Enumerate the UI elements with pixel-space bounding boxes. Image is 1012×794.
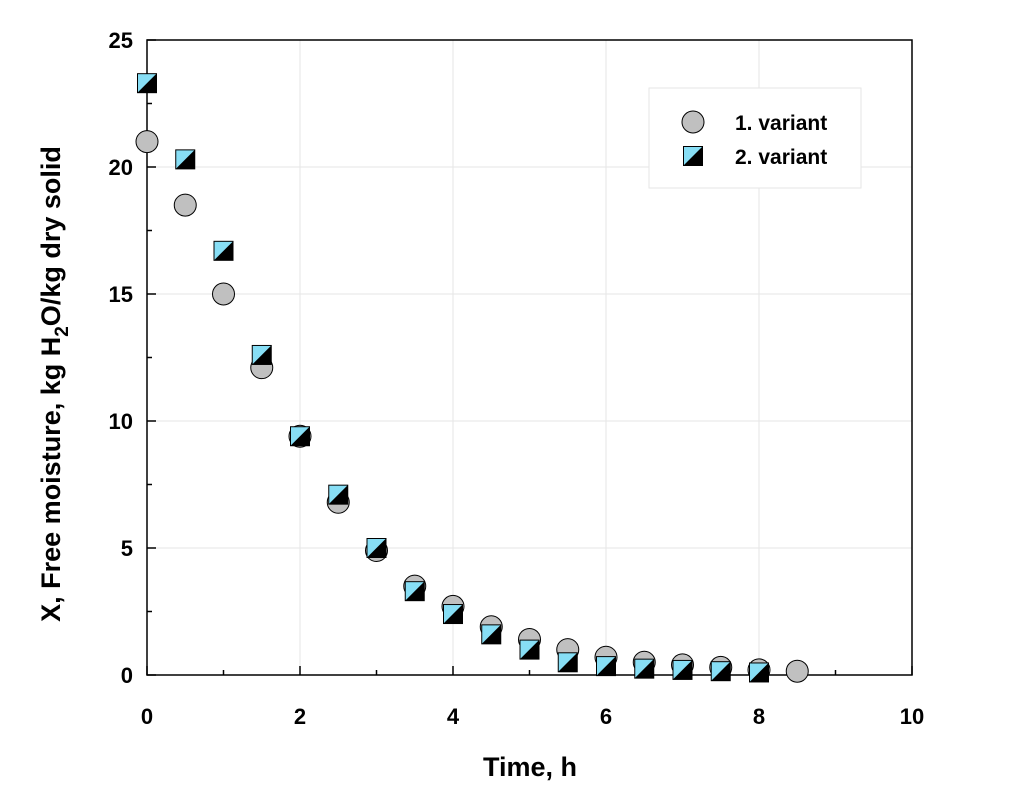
data-point-variant-2 (443, 604, 463, 625)
data-point-variant-2 (404, 581, 425, 602)
data-point-variant-2 (137, 73, 157, 94)
data-points (135, 73, 809, 683)
marker-square-dark-half (520, 640, 539, 660)
x-tick-label: 8 (753, 704, 765, 729)
marker-square-dark-half (558, 652, 578, 672)
marker-square-dark-half (290, 426, 310, 446)
y-axis-label: X, Free moisture, kg H2O/kg dry solid (36, 146, 73, 622)
y-tick-label: 25 (109, 28, 133, 53)
marker-square-dark-half (711, 661, 731, 681)
legend: 1. variant 2. variant (648, 87, 862, 189)
x-tick-label: 2 (294, 704, 306, 729)
y-tick-label: 0 (121, 663, 133, 688)
data-point-variant-2 (519, 639, 540, 660)
marker-square-dark-half (367, 538, 386, 558)
data-point-variant-2 (366, 538, 387, 558)
legend-marker-square (683, 146, 703, 166)
data-point-variant-2 (683, 146, 703, 166)
marker-square-dark-half (405, 581, 425, 601)
marker-square-dark-half (214, 241, 233, 261)
data-point-variant-2 (596, 656, 616, 677)
marker-square-dark-half (137, 73, 157, 93)
marker-square-dark-half (443, 604, 463, 624)
y-tick-label: 5 (121, 536, 133, 561)
axis-ticks: 0 2 4 6 8 10 0 5 10 15 20 25 (109, 28, 925, 729)
data-point-variant-1 (681, 110, 705, 134)
y-axis-label-subscript: 2 (52, 326, 73, 337)
legend-marker-circle (681, 110, 705, 134)
x-tick-label: 4 (447, 704, 460, 729)
data-point-variant-2 (672, 659, 693, 680)
y-tick-label: 10 (109, 409, 133, 434)
marker-square-dark-half (673, 660, 692, 680)
data-point-variant-2 (290, 426, 310, 447)
data-point-variant-2 (213, 240, 234, 261)
marker-square-dark-half (634, 659, 654, 679)
y-tick-label: 15 (109, 282, 133, 307)
x-tick-label: 0 (141, 704, 153, 729)
x-tick-label: 6 (600, 704, 612, 729)
data-point-variant-2 (710, 661, 731, 682)
marker-square-dark-half (683, 146, 703, 166)
legend-label-1: 1. variant (735, 112, 827, 135)
data-point-variant-1 (135, 130, 159, 154)
x-axis-label: Time, h (483, 752, 577, 782)
data-point-variant-1 (785, 659, 809, 683)
marker-square-dark-half (749, 662, 769, 682)
marker-square-dark-half (328, 485, 348, 505)
data-point-variant-2 (481, 624, 502, 645)
data-point-variant-1 (212, 282, 235, 306)
y-tick-label: 20 (109, 155, 133, 180)
data-point-variant-2 (328, 484, 349, 505)
data-point-variant-1 (173, 193, 197, 217)
data-point-variant-2 (634, 658, 655, 679)
x-tick-label: 10 (900, 704, 924, 729)
data-point-variant-2 (749, 662, 769, 683)
marker-square-dark-half (481, 624, 501, 644)
data-point-variant-2 (175, 149, 196, 170)
marker-square-dark-half (252, 345, 272, 365)
data-point-variant-2 (557, 652, 578, 673)
y-axis-label-main: X, Free moisture, kg H (36, 337, 66, 622)
legend-box (648, 87, 862, 189)
marker-square-dark-half (596, 656, 616, 676)
y-axis-label-rest: O/kg dry solid (36, 146, 66, 326)
legend-label-2: 2. variant (735, 146, 827, 169)
data-point-variant-2 (251, 344, 272, 365)
marker-square-dark-half (175, 149, 195, 169)
